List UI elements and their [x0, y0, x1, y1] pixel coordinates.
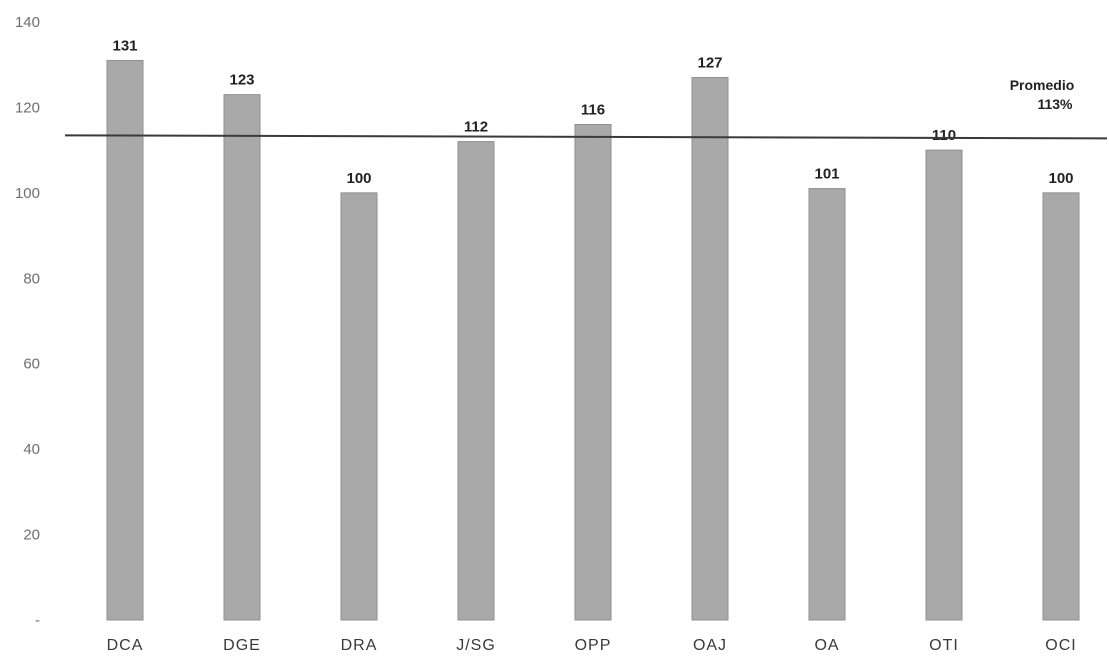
y-tick-label: -	[35, 612, 40, 629]
bar-oci	[1042, 192, 1080, 621]
data-label: 112	[464, 119, 488, 136]
x-tick-label: OA	[814, 637, 839, 654]
bar-dra	[340, 192, 378, 621]
bar-dca	[106, 59, 144, 621]
y-tick-label: 100	[15, 185, 40, 202]
y-tick-label: 40	[23, 441, 40, 458]
x-tick-label: OCI	[1045, 637, 1076, 654]
data-labels-group: 131 123 100 112 116 127 101 110 100	[112, 37, 1073, 186]
y-tick-label: 60	[23, 356, 40, 373]
x-axis: DCA DGE DRA J/SG OPP OAJ OA OTI OCI	[107, 637, 1076, 654]
data-label: 100	[346, 170, 371, 187]
x-tick-label: DGE	[223, 637, 261, 654]
data-label: 127	[697, 55, 722, 72]
y-tick-label: 80	[23, 270, 40, 287]
x-tick-label: OPP	[575, 637, 612, 654]
x-tick-label: J/SG	[456, 637, 496, 654]
data-label: 110	[932, 127, 956, 144]
bar-j-sg	[457, 141, 495, 621]
data-label: 131	[112, 37, 137, 54]
average-label-title: Promedio	[1010, 77, 1075, 93]
bar-oaj	[691, 77, 729, 621]
y-axis: - 20 40 60 80 100 120 140	[15, 14, 40, 629]
bar-oa	[808, 188, 846, 621]
x-tick-label: DCA	[107, 637, 144, 654]
bar-oti	[925, 149, 963, 621]
bars-group	[106, 59, 1080, 621]
bar-opp	[574, 124, 612, 621]
bar-dge	[223, 94, 261, 621]
x-tick-label: OAJ	[693, 637, 727, 654]
y-tick-label: 20	[23, 527, 40, 544]
y-tick-label: 140	[15, 14, 40, 31]
average-label-value: 113%	[1037, 96, 1073, 112]
y-tick-label: 120	[15, 99, 40, 116]
x-tick-label: OTI	[929, 637, 959, 654]
data-label: 123	[229, 72, 254, 89]
data-label: 100	[1048, 170, 1073, 187]
average-line	[64, 134, 1108, 140]
x-tick-label: DRA	[341, 637, 378, 654]
data-label: 101	[814, 166, 839, 183]
data-label: 116	[581, 102, 605, 119]
